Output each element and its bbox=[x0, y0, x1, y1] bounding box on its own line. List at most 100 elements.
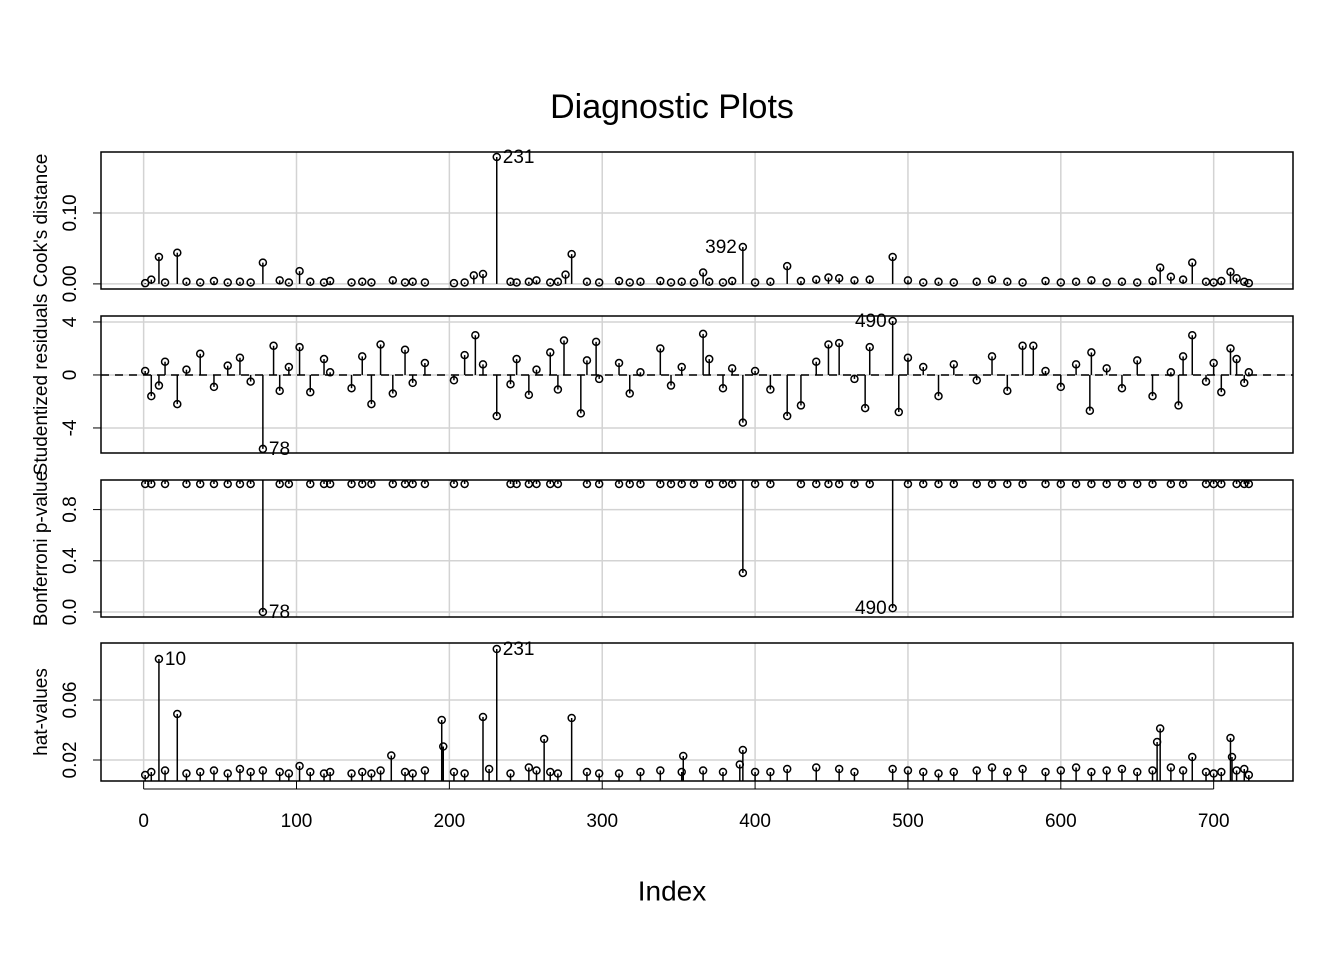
point bbox=[934, 277, 943, 287]
point-label: 78 bbox=[269, 439, 290, 460]
point bbox=[1209, 769, 1218, 778]
point bbox=[1056, 278, 1066, 287]
x-tick-label: 500 bbox=[892, 811, 924, 832]
point bbox=[469, 271, 479, 280]
point bbox=[420, 358, 430, 368]
point bbox=[614, 358, 624, 368]
point bbox=[677, 767, 686, 777]
point bbox=[1226, 344, 1235, 353]
plot-frame bbox=[100, 479, 1294, 618]
point bbox=[918, 278, 928, 287]
point bbox=[1117, 764, 1127, 774]
x-tick-label: 600 bbox=[1045, 811, 1077, 832]
point bbox=[147, 391, 156, 401]
point bbox=[1132, 278, 1142, 287]
point bbox=[284, 278, 294, 287]
y-tick-label: 0 bbox=[60, 370, 81, 381]
point bbox=[766, 385, 775, 394]
point bbox=[656, 766, 665, 775]
point-label: 78 bbox=[269, 602, 290, 623]
point bbox=[1029, 341, 1038, 351]
point bbox=[437, 715, 446, 725]
point bbox=[934, 769, 943, 778]
point bbox=[460, 769, 469, 778]
y-axis-title: Cook's distance bbox=[31, 154, 52, 288]
point bbox=[594, 374, 604, 384]
point bbox=[367, 399, 376, 409]
point bbox=[1226, 733, 1235, 743]
point bbox=[1239, 764, 1249, 774]
point bbox=[561, 270, 570, 279]
x-axis-title: Index bbox=[638, 875, 707, 906]
point bbox=[1178, 275, 1188, 284]
point bbox=[576, 409, 586, 418]
point bbox=[182, 769, 191, 778]
point bbox=[376, 766, 385, 775]
point bbox=[824, 340, 833, 349]
y-tick-label: 0.06 bbox=[60, 682, 81, 719]
x-tick-label: 700 bbox=[1198, 811, 1230, 832]
point bbox=[154, 654, 164, 664]
point bbox=[727, 364, 737, 373]
point bbox=[1148, 276, 1157, 286]
point bbox=[400, 345, 410, 355]
point bbox=[567, 249, 576, 259]
point bbox=[666, 278, 676, 287]
point bbox=[782, 764, 792, 774]
point bbox=[636, 277, 645, 287]
point bbox=[275, 767, 284, 777]
point bbox=[506, 379, 515, 389]
point bbox=[750, 366, 760, 376]
point bbox=[918, 362, 928, 372]
point bbox=[987, 275, 997, 284]
point bbox=[160, 278, 170, 287]
point bbox=[223, 361, 232, 370]
point bbox=[460, 278, 469, 287]
point bbox=[865, 275, 874, 284]
point bbox=[1087, 348, 1096, 357]
point bbox=[918, 767, 928, 777]
panel: 0.02 0.06 hat-values 0 100 200 300 400 500 600 700… bbox=[31, 639, 1294, 832]
point bbox=[1041, 276, 1050, 286]
point bbox=[1117, 383, 1127, 393]
point-label: 10 bbox=[165, 649, 186, 670]
point bbox=[1155, 263, 1165, 272]
point bbox=[154, 381, 164, 390]
point bbox=[1071, 763, 1081, 772]
point bbox=[295, 342, 304, 352]
point bbox=[834, 764, 844, 774]
point bbox=[195, 278, 205, 287]
point bbox=[636, 767, 645, 777]
point bbox=[614, 276, 624, 286]
point bbox=[195, 767, 205, 777]
point bbox=[738, 418, 748, 427]
y-tick-label: 0.0 bbox=[60, 599, 81, 625]
x-tick-label: 300 bbox=[586, 811, 618, 832]
point bbox=[656, 344, 665, 353]
point bbox=[506, 277, 515, 287]
point bbox=[1087, 276, 1096, 285]
y-tick-label: 0.8 bbox=[60, 496, 81, 522]
point bbox=[625, 389, 634, 398]
point bbox=[949, 767, 959, 777]
point bbox=[546, 767, 555, 777]
point bbox=[750, 767, 760, 777]
point bbox=[512, 278, 521, 287]
point bbox=[894, 407, 904, 417]
point bbox=[987, 352, 997, 361]
point bbox=[796, 401, 806, 410]
point bbox=[306, 277, 315, 287]
point bbox=[1217, 387, 1226, 397]
point bbox=[888, 252, 897, 262]
point bbox=[1018, 278, 1027, 287]
point bbox=[1102, 766, 1111, 775]
point bbox=[1232, 354, 1241, 364]
point bbox=[903, 276, 913, 285]
point bbox=[972, 376, 981, 385]
point bbox=[275, 276, 284, 285]
point bbox=[420, 278, 430, 287]
point bbox=[284, 769, 294, 778]
point bbox=[766, 277, 775, 287]
point bbox=[718, 278, 728, 287]
